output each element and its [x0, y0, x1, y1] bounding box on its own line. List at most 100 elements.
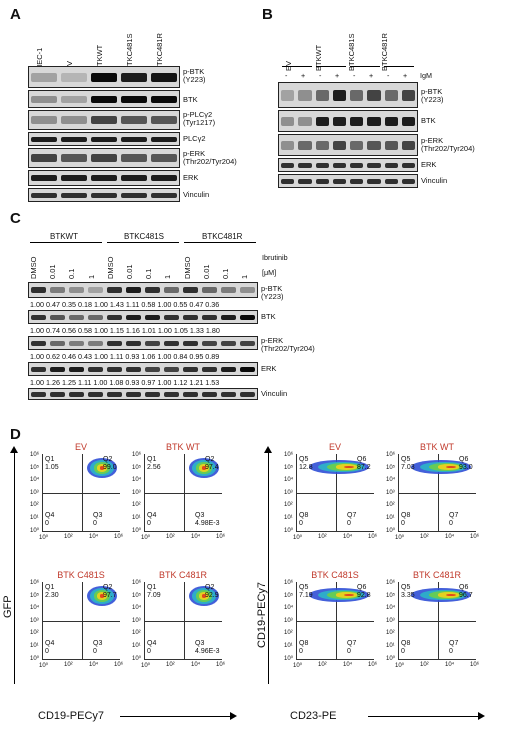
blot-band: [350, 117, 364, 126]
plot-title: BTK C481S: [311, 570, 359, 580]
quadrant-name: Q7: [449, 512, 459, 519]
y-tick-label: 10⁴: [284, 605, 294, 611]
quadrant-name: Q3: [195, 640, 205, 647]
y-tick-label: 10⁶: [30, 580, 40, 586]
blot-band: [350, 90, 364, 101]
blot-strip: [278, 82, 418, 108]
x-tick-label: 10⁰: [141, 535, 151, 541]
blot-band: [91, 136, 117, 142]
y-tick-label: 10⁶: [284, 452, 294, 458]
quadrant-value: 99.0: [103, 464, 117, 471]
group-bracket: [184, 242, 256, 243]
row-label: BTK: [421, 116, 436, 125]
blot-band: [164, 392, 179, 397]
dose-label: DMSO: [29, 256, 38, 280]
x-tick-label: 10⁶: [368, 534, 378, 540]
dose-label: 0.01: [201, 264, 211, 279]
group-bracket: [350, 66, 380, 67]
blot-strip: [28, 282, 258, 298]
x-tick-label: 10⁶: [216, 534, 226, 540]
y-tick-label: 10⁵: [132, 592, 142, 599]
quadrant-label: Q1 2.56: [147, 456, 161, 472]
y-tick-label: 10¹: [284, 514, 293, 521]
density-cloud: [99, 466, 105, 470]
quadrant-name: Q7: [449, 640, 459, 647]
blot-band: [281, 117, 295, 126]
blot-band: [121, 154, 147, 163]
sign: +: [369, 71, 374, 80]
plot-title: EV: [74, 442, 87, 452]
group-bracket: [316, 66, 346, 67]
blot-band: [31, 136, 57, 142]
y-tick-label: 10²: [30, 630, 39, 636]
quadrant-label: Q8 0: [299, 512, 308, 528]
quadrant-label: Q7 0: [449, 512, 458, 528]
quadrant-label: Q4 0: [45, 512, 54, 528]
blot-strip: [28, 170, 180, 186]
blot-band: [183, 366, 198, 372]
blot-band: [126, 314, 141, 320]
blot-strip: [28, 110, 180, 130]
blot-band: [50, 287, 65, 294]
blot-band: [221, 366, 236, 372]
y-tick-label: 10⁵: [284, 592, 294, 599]
y-tick-label: 10³: [132, 489, 141, 496]
quadrant-name: Q4: [45, 640, 55, 647]
y-tick-label: 10²: [132, 630, 141, 636]
quadrant-value: 7.19: [299, 592, 313, 599]
group-bracket: [282, 66, 312, 67]
blot-strip: [28, 310, 258, 324]
y-tick-label: 10⁰: [284, 528, 294, 534]
blot-strip: [28, 188, 180, 202]
x-tick-label: 10⁴: [445, 662, 455, 668]
x-tick-label: 10²: [420, 534, 429, 540]
facs-plot: Q1 7.09 Q2 92.9 Q4 0 Q3 4.96E-3: [144, 582, 222, 660]
row-label: BTK: [261, 312, 276, 321]
x-tick-label: 10⁴: [343, 662, 353, 668]
blot-band: [50, 340, 65, 346]
quadrant-label: Q5 12.8: [299, 456, 313, 472]
arrow-head-icon: [10, 446, 18, 453]
y-tick-label: 10⁵: [386, 464, 396, 471]
blot-band: [298, 90, 312, 101]
y-tick-label: 10⁴: [132, 477, 142, 483]
blot-band: [126, 340, 141, 346]
x-tick-label: 10⁰: [39, 535, 49, 541]
quadrant-name: Q5: [401, 584, 411, 591]
y-tick-label: 10⁰: [30, 528, 40, 534]
blot-band: [164, 340, 179, 346]
blot-band: [401, 162, 415, 168]
blot-band: [61, 73, 87, 82]
x-tick-label: 10⁶: [216, 662, 226, 668]
blot-band: [145, 366, 160, 372]
density-cloud: [201, 466, 207, 470]
blot-band: [31, 287, 46, 294]
blot-band: [126, 392, 141, 397]
x-tick-label: 10⁴: [89, 662, 99, 668]
blot-band: [367, 117, 381, 126]
quadrant-value: 87.2: [357, 464, 371, 471]
blot-band: [384, 141, 398, 150]
density-cloud: [446, 465, 456, 469]
quadrant-label: Q6 93.0: [459, 456, 473, 472]
blot-band: [332, 178, 346, 184]
blot-band: [107, 340, 122, 346]
density-cloud: [99, 594, 105, 598]
blot-band: [88, 366, 103, 372]
x-tick-label: 10²: [166, 662, 175, 668]
y-tick-label: 10⁶: [386, 452, 396, 458]
quadrant-label: Q4 0: [147, 640, 156, 656]
x-tick-label: 10⁴: [191, 662, 201, 668]
y-tick-label: 10³: [386, 617, 395, 624]
blot-strip: [28, 336, 258, 350]
dose-label: DMSO: [105, 256, 115, 280]
quadrant-name: Q2: [103, 456, 113, 463]
quadrant-value: 92.9: [205, 592, 219, 599]
y-tick-label: 10⁴: [30, 605, 40, 611]
blot-band: [151, 116, 177, 125]
y-tick-label: 10⁶: [132, 580, 142, 586]
quadrant-name: Q8: [401, 512, 411, 519]
blot-band: [121, 116, 147, 125]
quadrant-value: 96.7: [459, 592, 473, 599]
blot-band: [91, 175, 117, 182]
